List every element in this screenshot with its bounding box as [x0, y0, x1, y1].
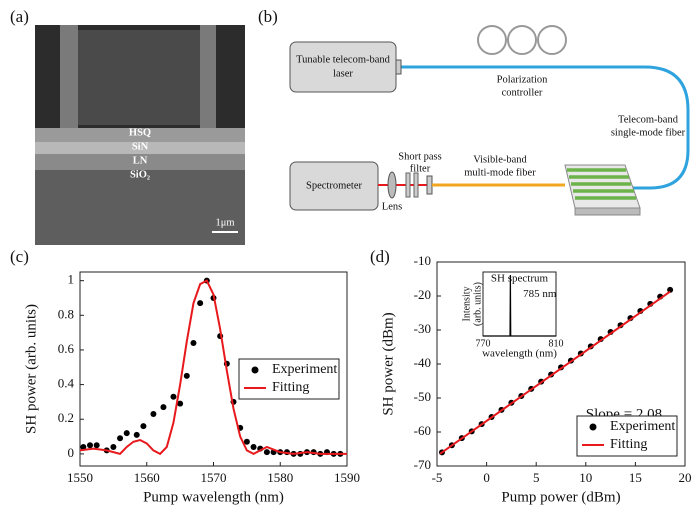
y-axis-label: (arb. units) [472, 282, 483, 326]
data-point [197, 300, 204, 307]
x-tick-label: 1570 [201, 470, 227, 485]
x-tick-label: 770 [476, 338, 491, 349]
y-tick-label: -30 [414, 321, 431, 336]
fit-line [439, 290, 671, 455]
component-label: Spectrometer [306, 180, 362, 191]
data-point [93, 442, 100, 449]
component-label: Tunable telecom-band [296, 54, 391, 65]
y-tick-label: -60 [414, 423, 431, 438]
component-label: controller [502, 87, 543, 98]
y-tick-label: 0 [68, 445, 75, 460]
data-point [123, 430, 130, 437]
layer-label: SiN [132, 141, 149, 152]
data-point [170, 393, 177, 400]
y-tick-label: -20 [414, 287, 431, 302]
data-point [87, 442, 94, 449]
data-point [177, 400, 184, 407]
panel-label: (a) [10, 7, 29, 26]
data-point [140, 423, 147, 430]
component-label: Telecom-band [618, 114, 679, 125]
data-point [110, 443, 117, 450]
legend-label: Fitting [272, 380, 309, 395]
y-tick-label: 0.8 [58, 306, 74, 321]
x-tick-label: 1550 [67, 470, 93, 485]
component-label: filter [410, 163, 431, 174]
panel-label: (d) [370, 247, 390, 266]
x-tick-label: 20 [679, 470, 692, 485]
data-point [263, 449, 270, 456]
legend-marker [589, 423, 597, 431]
legend-label: Experiment [272, 362, 337, 377]
x-tick-label: 810 [549, 338, 564, 349]
legend-box [238, 358, 340, 400]
panel-label: (c) [10, 247, 29, 266]
data-point [250, 443, 257, 450]
data-point [160, 404, 167, 411]
y-tick-label: -50 [414, 389, 431, 404]
fit-line [483, 275, 556, 337]
data-point [243, 438, 250, 445]
x-tick-label: -5 [432, 470, 443, 485]
x-tick-label: 1580 [267, 470, 293, 485]
x-tick-label: 0 [483, 470, 490, 485]
y-axis-label: SH power (arb. units) [23, 304, 39, 434]
x-tick-label: 10 [579, 470, 592, 485]
x-tick-label: 15 [629, 470, 642, 485]
component-label: single-mode fiber [611, 127, 686, 138]
data-point [150, 411, 157, 418]
setup-diagram [289, 25, 690, 216]
layer-label: SiO₂ [130, 169, 150, 180]
sem-image [35, 25, 245, 245]
plot-frame [482, 271, 557, 337]
data-point [133, 431, 140, 438]
y-tick-label: -40 [414, 355, 431, 370]
x-axis-label: Pump wavelength (nm) [143, 489, 284, 505]
panel-label: (b) [258, 7, 278, 26]
y-axis-label: Intensity [461, 287, 472, 322]
legend-box [576, 415, 678, 457]
fit-line [79, 279, 347, 456]
component-label: Lens [382, 201, 402, 212]
inset-title: SH spectrum [491, 273, 549, 285]
component-label: multi-mode fiber [464, 167, 536, 178]
y-tick-label: -10 [414, 253, 431, 268]
y-tick-label: 0.6 [58, 341, 75, 356]
data-point [190, 340, 197, 347]
x-tick-label: 5 [533, 470, 540, 485]
legend-marker [251, 366, 259, 374]
layer-label: HSQ [129, 127, 151, 138]
scale-label: 1μm [215, 217, 234, 228]
legend-label: Fitting [610, 437, 647, 452]
x-axis-label: Pump power (dBm) [501, 489, 620, 505]
y-tick-label: 0.4 [58, 376, 75, 391]
data-point [667, 286, 674, 293]
component-label: Visible-band [473, 154, 527, 165]
x-tick-label: 1590 [334, 470, 360, 485]
data-point [117, 435, 124, 442]
component-label: Polarization [497, 74, 548, 85]
data-point [183, 372, 190, 379]
y-tick-label: 1 [68, 272, 75, 287]
annotation: 785 nm [523, 288, 557, 300]
layer-label: LN [133, 155, 148, 166]
component-label: Short pass [398, 151, 441, 162]
x-axis-label: wavelength (nm) [482, 348, 557, 360]
y-axis-label: SH power (dBm) [380, 312, 396, 415]
y-tick-label: 0.2 [58, 410, 74, 425]
component-label: laser [333, 68, 353, 79]
y-tick-label: -70 [414, 457, 431, 472]
data-point [80, 443, 87, 450]
legend-label: Experiment [610, 419, 675, 434]
x-tick-label: 1560 [134, 470, 160, 485]
